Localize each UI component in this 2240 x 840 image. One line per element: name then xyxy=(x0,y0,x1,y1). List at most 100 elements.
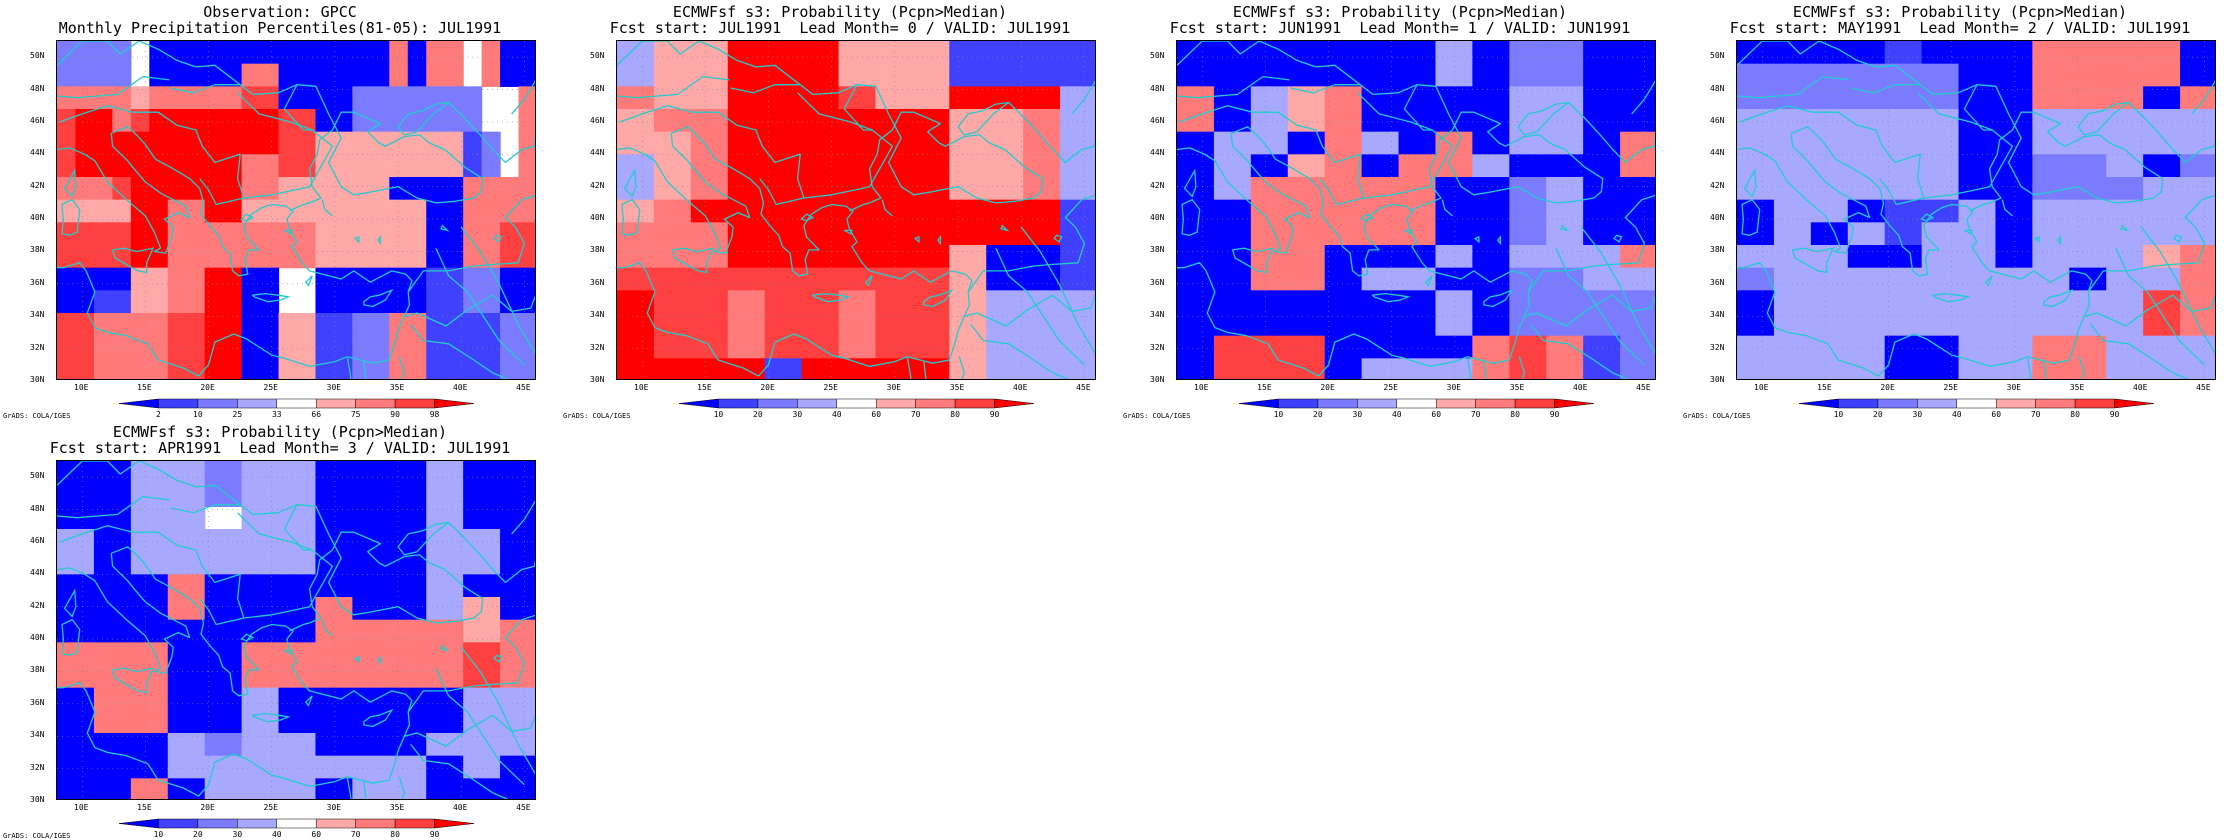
grid-cell xyxy=(1921,199,1941,223)
grads-credit: GrADS: COLA/IGES xyxy=(1683,412,1751,420)
grid-cell xyxy=(1792,131,1812,155)
grid-cell xyxy=(2124,222,2144,246)
coastline xyxy=(1737,41,2022,187)
grid-cell xyxy=(130,642,150,666)
colorbar-label: 98 xyxy=(429,410,440,419)
grid-cell xyxy=(1472,63,1492,87)
grid-cell xyxy=(2032,290,2052,314)
coastline xyxy=(57,75,170,99)
grid-cell xyxy=(2069,199,2089,223)
grid-cell xyxy=(57,222,77,246)
grid-cell xyxy=(315,733,335,757)
coastline xyxy=(1483,356,1526,379)
grid-cell xyxy=(1060,177,1080,201)
grid-cell xyxy=(1343,177,1363,201)
grid-cell xyxy=(746,154,766,178)
grid-cell xyxy=(2050,222,2070,246)
grid-cell xyxy=(241,63,261,87)
grid-cell xyxy=(1847,63,1867,87)
grid-cell xyxy=(518,461,535,485)
grid-cell xyxy=(167,778,187,799)
lon-label: 30E xyxy=(1446,383,1462,392)
grid-cell xyxy=(297,222,317,246)
grid-cell xyxy=(223,574,243,598)
grid-cell xyxy=(1078,63,1095,87)
map-panel-4: ECMWFsf s3: Probability (Pcpn>Median) Fcs… xyxy=(1680,0,2240,420)
grid-cell xyxy=(1620,313,1640,337)
grid-cell xyxy=(1601,199,1621,223)
grid-cell xyxy=(1343,109,1363,133)
grid-cell xyxy=(426,177,446,201)
grid-cell xyxy=(1343,63,1363,87)
grid-cell xyxy=(1755,86,1775,110)
grid-cell xyxy=(407,358,427,379)
grid-cell xyxy=(2050,267,2070,291)
grid-cell xyxy=(727,63,747,87)
grid-cell xyxy=(1546,41,1566,65)
grid-cell xyxy=(93,41,113,65)
grid-cell xyxy=(500,733,520,757)
grid-cell xyxy=(75,687,95,711)
grid-cell xyxy=(167,551,187,575)
grid-cell xyxy=(986,63,1006,87)
grid-cell xyxy=(1060,313,1080,337)
grid-cell xyxy=(801,222,821,246)
grid-cell xyxy=(1380,131,1400,155)
grid-cell xyxy=(2180,63,2200,87)
grid-cell xyxy=(875,86,895,110)
grid-cell xyxy=(93,687,113,711)
grid-cell xyxy=(1269,313,1289,337)
grid-cell xyxy=(260,642,280,666)
grid-cell xyxy=(241,177,261,201)
grid-cell xyxy=(93,529,113,553)
map-panel-3: ECMWFsf s3: Probability (Pcpn>Median) Fcs… xyxy=(1120,0,1680,420)
grid-cell xyxy=(1023,131,1043,155)
lat-label: 34N xyxy=(590,310,605,320)
grid-cell xyxy=(204,665,224,689)
grid-cell xyxy=(297,574,317,598)
grid-cell xyxy=(1620,177,1640,201)
grid-cell xyxy=(1453,267,1473,291)
grid-cell xyxy=(481,222,501,246)
island-outline xyxy=(1920,213,1935,222)
grid-cell xyxy=(204,41,224,65)
grid-cell xyxy=(1903,222,1923,246)
grid-cell xyxy=(1380,222,1400,246)
grid-cell xyxy=(783,358,803,379)
grid-cell xyxy=(857,313,877,337)
grid-cell xyxy=(949,177,969,201)
grid-cell xyxy=(1810,267,1830,291)
grid-cell xyxy=(1078,313,1095,337)
grid-cell xyxy=(333,267,353,291)
grid-cell xyxy=(75,267,95,291)
grid-cell xyxy=(1866,245,1886,269)
grid-cell xyxy=(149,335,169,359)
grid-cell xyxy=(93,710,113,734)
grid-cell xyxy=(838,177,858,201)
grid-cell xyxy=(838,63,858,87)
grid-cell xyxy=(1847,199,1867,223)
grid-cell xyxy=(1977,63,1997,87)
colorbar-label: 70 xyxy=(2030,410,2041,419)
grid-cell xyxy=(389,778,409,799)
island-outline xyxy=(353,655,360,664)
grid-cell xyxy=(1060,63,1080,87)
grid-cell xyxy=(315,177,335,201)
grid-cell xyxy=(1435,41,1455,65)
grid-cell xyxy=(690,177,710,201)
grid-cell xyxy=(1324,335,1344,359)
grid-cell xyxy=(1023,358,1043,379)
grid-cell xyxy=(1847,358,1867,379)
grid-cell xyxy=(1269,109,1289,133)
grid-cell xyxy=(1213,63,1233,87)
grid-cell xyxy=(223,755,243,779)
grid-cell xyxy=(481,461,501,485)
grid-cell xyxy=(297,778,317,799)
colorbar-segment xyxy=(2114,398,2155,409)
grid-cell xyxy=(278,222,298,246)
grid-cell xyxy=(315,506,335,530)
grid-cell xyxy=(1343,290,1363,314)
lat-label: 34N xyxy=(1150,310,1165,320)
grid-cell xyxy=(1041,41,1061,65)
grid-cell xyxy=(690,358,710,379)
